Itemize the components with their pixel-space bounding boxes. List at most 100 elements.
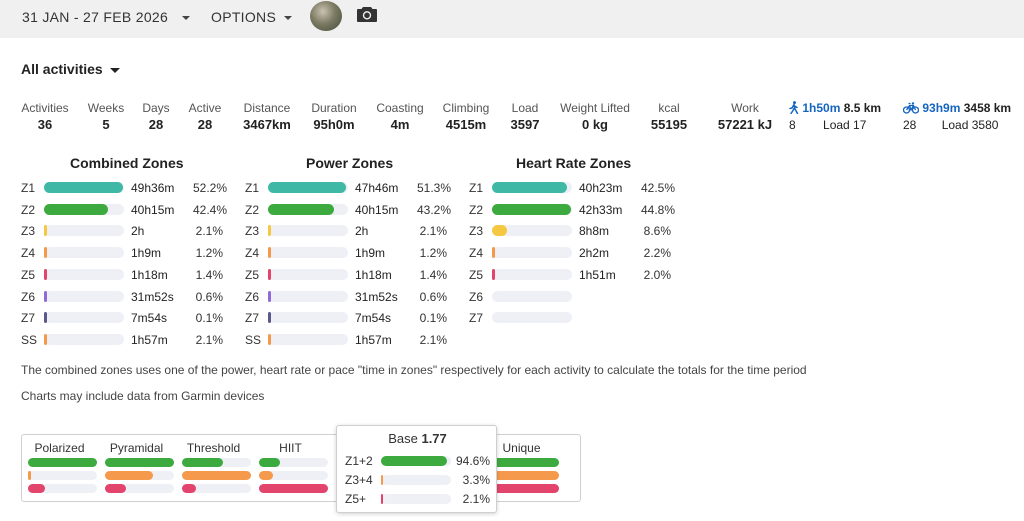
zone-bar-track (492, 247, 572, 259)
tooltip-title: Base 1.77 (337, 431, 498, 446)
zone-label: Z5 (469, 267, 484, 282)
zone-percent: 0.1% (419, 311, 447, 326)
walking-icon (789, 101, 799, 115)
options-label: OPTIONS (211, 9, 277, 25)
zone-label: Z5 (245, 267, 260, 282)
date-range-label: 31 JAN - 27 FEB 2026 (22, 9, 169, 25)
polarization-bar-track (105, 484, 174, 493)
zone-row: Z4 1h9m 1.2% (245, 245, 455, 261)
zone-row: Z7 7m54s 0.1% (21, 310, 231, 326)
zone-bar-fill (268, 290, 271, 302)
activity-filter-label: All activities (21, 61, 103, 77)
activity-filter[interactable]: All activities (21, 61, 120, 77)
walk-time: 1h50m (802, 101, 841, 115)
zone-time: 47h46m (355, 181, 399, 195)
zone-time: 31m52s (131, 289, 174, 304)
zone-row: Z4 2h2m 2.2% (469, 245, 679, 261)
zone-bar-track (268, 203, 348, 215)
polarization-bar-fill (182, 484, 196, 493)
date-range-selector[interactable]: 31 JAN - 27 FEB 2026 (22, 9, 191, 25)
tooltip-bar-fill (381, 475, 384, 485)
stat-label: Weeks (87, 101, 125, 115)
tooltip-row: Z1+2 94.6% (345, 454, 495, 468)
zone-row: Z7 (469, 310, 679, 326)
zone-time: 1h18m (355, 267, 392, 282)
stat-value: 95h0m (313, 117, 355, 132)
stat-item: Climbing 4515m (416, 101, 516, 132)
stat-label: Distance (243, 101, 291, 115)
zone-bar-track (268, 247, 348, 259)
avatar[interactable] (310, 1, 342, 31)
zone-bar-fill (44, 312, 47, 324)
zone-row: Z3 2h 2.1% (245, 223, 455, 239)
zone-bar-track (44, 268, 124, 280)
options-menu[interactable]: OPTIONS (211, 9, 293, 25)
zone-bar-fill (44, 333, 48, 345)
polarization-tooltip: Base 1.77 Z1+2 94.6% Z3+4 3.3% Z5+ 2.1% (336, 425, 497, 513)
zone-bar-track (492, 203, 572, 215)
ride-load: Load 3580 (941, 118, 999, 132)
zone-bar-fill (44, 247, 47, 259)
zone-bar-track (44, 203, 124, 215)
tooltip-row-label: Z1+2 (345, 454, 373, 468)
zone-time: 1h57m (131, 332, 168, 347)
camera-icon[interactable] (357, 6, 377, 22)
chevron-down-icon (182, 16, 191, 21)
heart-rate-zones-title: Heart Rate Zones (516, 155, 632, 171)
zone-time: 1h9m (355, 246, 386, 261)
zone-row: Z1 40h23m 42.5% (469, 180, 679, 196)
polarization-bar-track (105, 471, 174, 480)
zone-bar-fill (44, 203, 108, 215)
combined-zones-title: Combined Zones (70, 155, 184, 171)
polarization-bar-track (28, 458, 97, 467)
stat-value: 55195 (650, 117, 688, 132)
zone-bar-track (268, 312, 348, 324)
stat-value: 28 (197, 117, 213, 132)
ride-summary: 93h9m 3458 km 28 Load 3580 (902, 101, 1011, 132)
zone-time: 2h2m (579, 246, 610, 261)
zone-percent: 52.2% (193, 181, 228, 195)
zone-row: Z7 7m54s 0.1% (245, 310, 455, 326)
tooltip-row-percent: 3.3% (462, 473, 490, 487)
zone-row: SS 1h57m 2.1% (21, 332, 231, 348)
polarization-bar-fill (28, 484, 46, 493)
zone-bar-fill (44, 290, 47, 302)
polarization-label: Polarized (34, 441, 85, 455)
zone-label: Z7 (245, 311, 260, 326)
tooltip-row: Z5+ 2.1% (345, 492, 495, 506)
stat-value: 57221 kJ (717, 117, 773, 132)
zone-time: 40h15m (355, 202, 399, 217)
tooltip-bar-fill (381, 494, 383, 504)
zone-percent: 1.2% (195, 246, 223, 261)
zone-time: 31m52s (355, 289, 398, 304)
zone-percent: 1.2% (419, 246, 447, 261)
polarization-bar-track (259, 458, 328, 467)
polarization-bar-fill (259, 471, 273, 480)
zone-percent: 43.2% (417, 202, 452, 217)
polarization-bar-track (28, 484, 97, 493)
zone-time: 49h36m (131, 181, 175, 195)
top-toolbar: 31 JAN - 27 FEB 2026 OPTIONS (0, 0, 1024, 38)
polarization-bar-fill (490, 484, 559, 493)
stat-item: Activities 36 (0, 101, 95, 132)
zone-time: 8h8m (579, 224, 610, 239)
stat-item: Duration 95h0m (284, 101, 384, 132)
stat-item: Weeks 5 (56, 101, 156, 132)
chevron-down-icon (109, 67, 120, 73)
tooltip-row-label: Z5+ (345, 492, 367, 506)
zone-time: 7m54s (355, 311, 392, 326)
zone-bar-fill (268, 203, 334, 215)
zone-label: Z1 (21, 181, 36, 195)
zone-percent: 2.1% (419, 332, 447, 347)
zone-row: Z5 1h18m 1.4% (245, 267, 455, 283)
tooltip-bar-track (381, 494, 451, 504)
zone-percent: 1.4% (419, 267, 447, 282)
zone-row: Z1 47h46m 51.3% (245, 180, 455, 196)
zone-bar-fill (268, 247, 271, 259)
zone-bar-fill (492, 182, 567, 193)
zone-label: Z4 (21, 246, 36, 261)
zone-bar-track (492, 225, 572, 237)
zone-bar-fill (268, 268, 271, 280)
walk-load: Load 17 (823, 118, 867, 132)
zone-label: Z3 (245, 224, 260, 239)
